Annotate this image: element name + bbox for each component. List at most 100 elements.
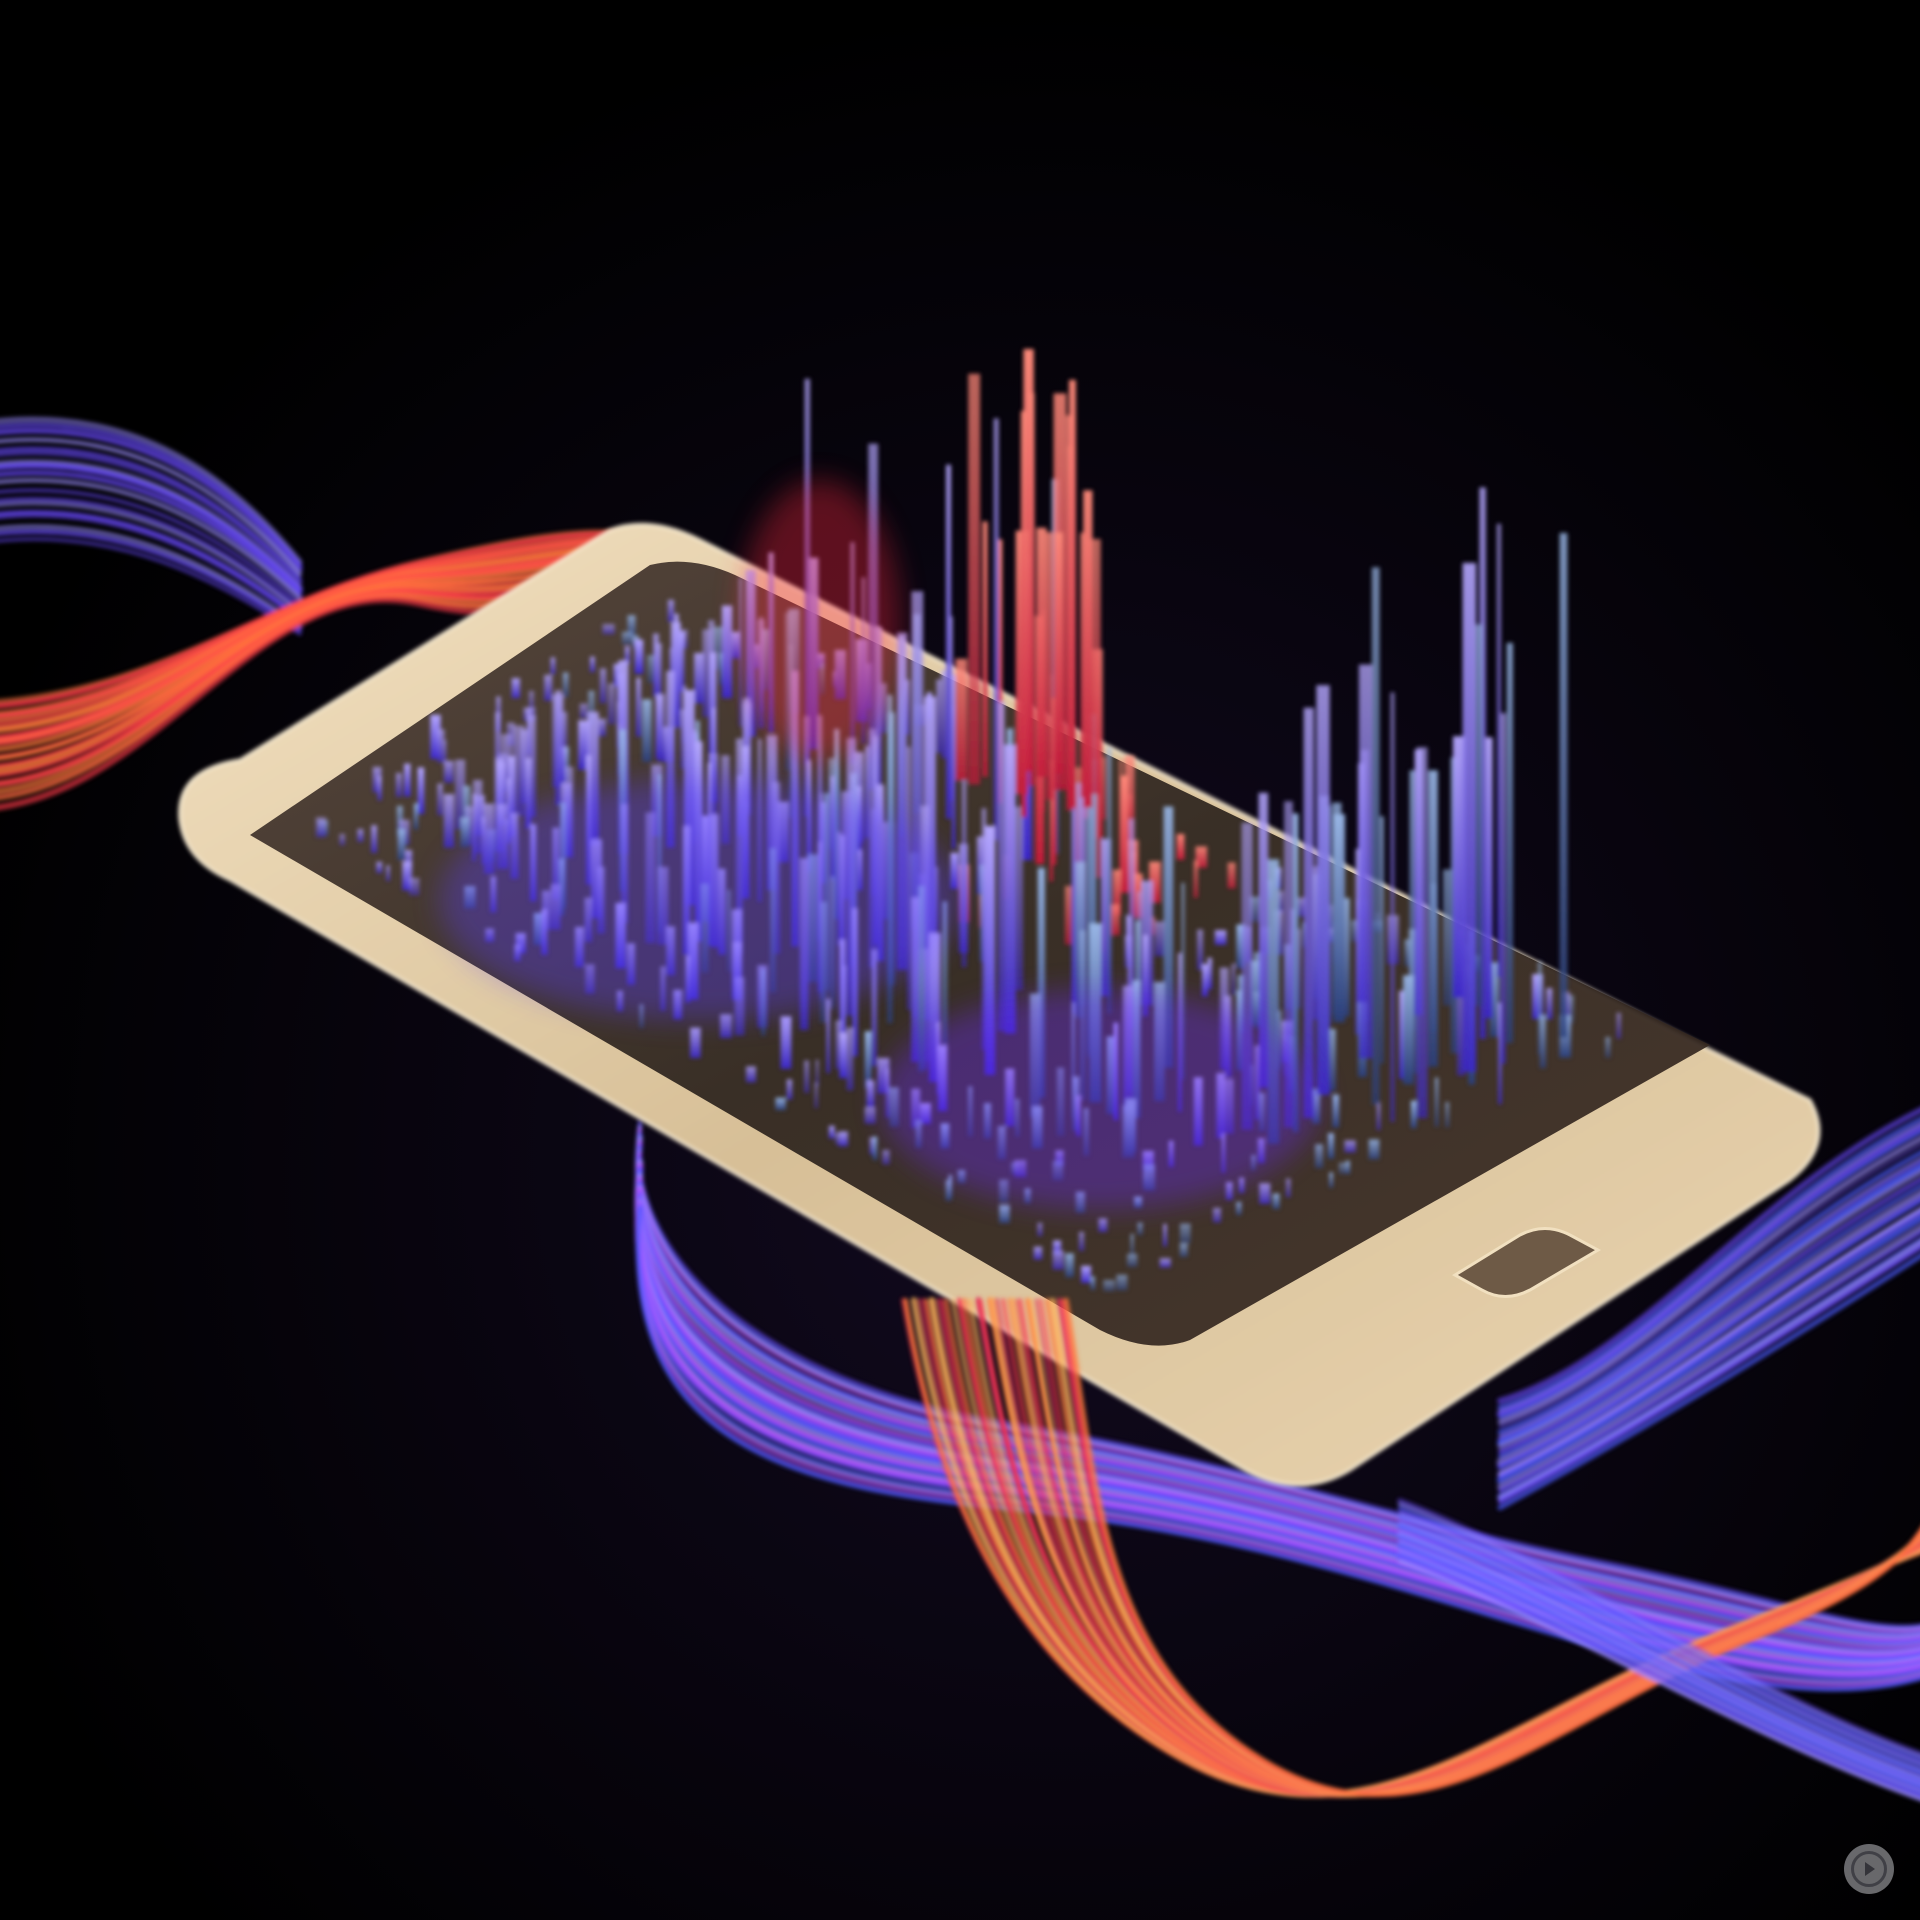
data-bar: [1111, 904, 1120, 936]
data-bar: [1314, 1144, 1324, 1169]
data-bar: [597, 718, 606, 737]
data-bar: [1068, 379, 1076, 808]
data-bar: [1329, 1172, 1334, 1188]
data-bar: [372, 766, 382, 793]
data-bar: [1409, 770, 1416, 1031]
data-bar: [1485, 737, 1493, 1019]
data-bar: [941, 670, 947, 759]
data-bar: [1236, 1201, 1242, 1216]
data-bar: [1294, 897, 1307, 917]
cable-strand: [1398, 1509, 1920, 1764]
data-bar: [869, 1137, 876, 1155]
cable-strand: [1498, 1143, 1920, 1428]
cable-strand: [0, 496, 303, 612]
data-bar: [588, 690, 595, 726]
cable-strand: [0, 470, 303, 597]
cable-strand: [0, 529, 303, 632]
data-bar: [835, 1020, 843, 1070]
data-bar: [775, 1097, 786, 1111]
data-bar: [501, 734, 513, 815]
data-bar: [826, 998, 830, 1074]
data-bar: [1078, 1231, 1085, 1251]
data-bar: [1181, 882, 1185, 1080]
play-badge[interactable]: [1844, 1844, 1894, 1894]
cable-strand: [1497, 1136, 1920, 1425]
data-bar: [1327, 1133, 1334, 1159]
data-bar: [666, 670, 675, 848]
data-bar: [1064, 885, 1072, 945]
data-bar: [590, 656, 595, 673]
cable-strand: [0, 450, 303, 585]
data-bar: [1130, 1233, 1134, 1257]
data-bar: [1371, 567, 1380, 1105]
data-bar: [864, 1107, 876, 1124]
data-bar: [1033, 1246, 1043, 1260]
data-bar: [1179, 1243, 1188, 1257]
data-bar: [1225, 1181, 1233, 1200]
data-bar: [1214, 930, 1227, 945]
data-bar: [624, 646, 630, 665]
data-bar: [942, 901, 948, 1063]
data-bar: [1390, 692, 1395, 1122]
data-bar: [1023, 349, 1034, 772]
data-bar: [413, 803, 418, 830]
data-bar: [1159, 1258, 1171, 1268]
data-bar: [1037, 1222, 1043, 1237]
data-bar: [712, 708, 716, 815]
data-bar: [878, 683, 887, 733]
data-bar: [694, 652, 705, 704]
data-bar: [430, 714, 441, 759]
data-bar: [1046, 532, 1053, 800]
data-bar: [1113, 869, 1122, 916]
data-bar: [1249, 896, 1259, 922]
data-bar: [1163, 806, 1174, 1068]
data-bar: [720, 1014, 732, 1038]
data-bar: [1284, 801, 1293, 1128]
cable-strand: [1397, 1505, 1920, 1762]
data-bar: [1272, 1193, 1280, 1210]
data-bar: [636, 677, 642, 737]
data-bar: [1537, 961, 1542, 1056]
data-bar: [803, 716, 810, 817]
data-bar: [1605, 1037, 1611, 1058]
data-bar: [599, 668, 607, 704]
cable-strand: [636, 1152, 1920, 1650]
data-bar: [786, 1079, 793, 1100]
cable-strand: [1397, 1527, 1920, 1779]
data-bar: [647, 655, 657, 683]
cable-strand: [0, 537, 302, 636]
data-bar: [1355, 848, 1361, 1035]
data-bar: [1193, 860, 1198, 898]
data-bar: [1428, 770, 1438, 1067]
data-bar: [1127, 1253, 1138, 1267]
cable-strand: [636, 1200, 1920, 1688]
data-bar: [1090, 1276, 1096, 1290]
data-bar: [667, 599, 675, 623]
data-bar: [437, 783, 443, 816]
cable-strand: [636, 1189, 1920, 1679]
data-bar: [528, 690, 535, 713]
data-bar: [1376, 1102, 1381, 1131]
data-bar: [864, 745, 870, 838]
data-bar: [1333, 814, 1346, 1023]
cable-strand: [0, 501, 302, 615]
data-bar: [1358, 664, 1373, 1059]
data-bar: [1325, 1028, 1336, 1091]
data-bar: [929, 932, 941, 1083]
data-bar: [1004, 744, 1016, 1034]
cable-strand: [0, 524, 303, 629]
cable-strand: [0, 478, 303, 601]
data-bar: [780, 1016, 792, 1069]
data-bar: [1107, 747, 1112, 1014]
data-bar: [997, 702, 1005, 1032]
data-bar: [1037, 867, 1045, 1098]
data-bar: [1231, 963, 1236, 996]
data-bar: [511, 678, 521, 699]
data-bar: [315, 817, 327, 838]
cable-strand: [1496, 1125, 1920, 1418]
data-bar: [1054, 532, 1063, 774]
data-bar: [555, 690, 562, 806]
data-bar: [1071, 737, 1076, 1014]
cable-strand: [1397, 1502, 1920, 1759]
data-bar: [377, 776, 382, 801]
